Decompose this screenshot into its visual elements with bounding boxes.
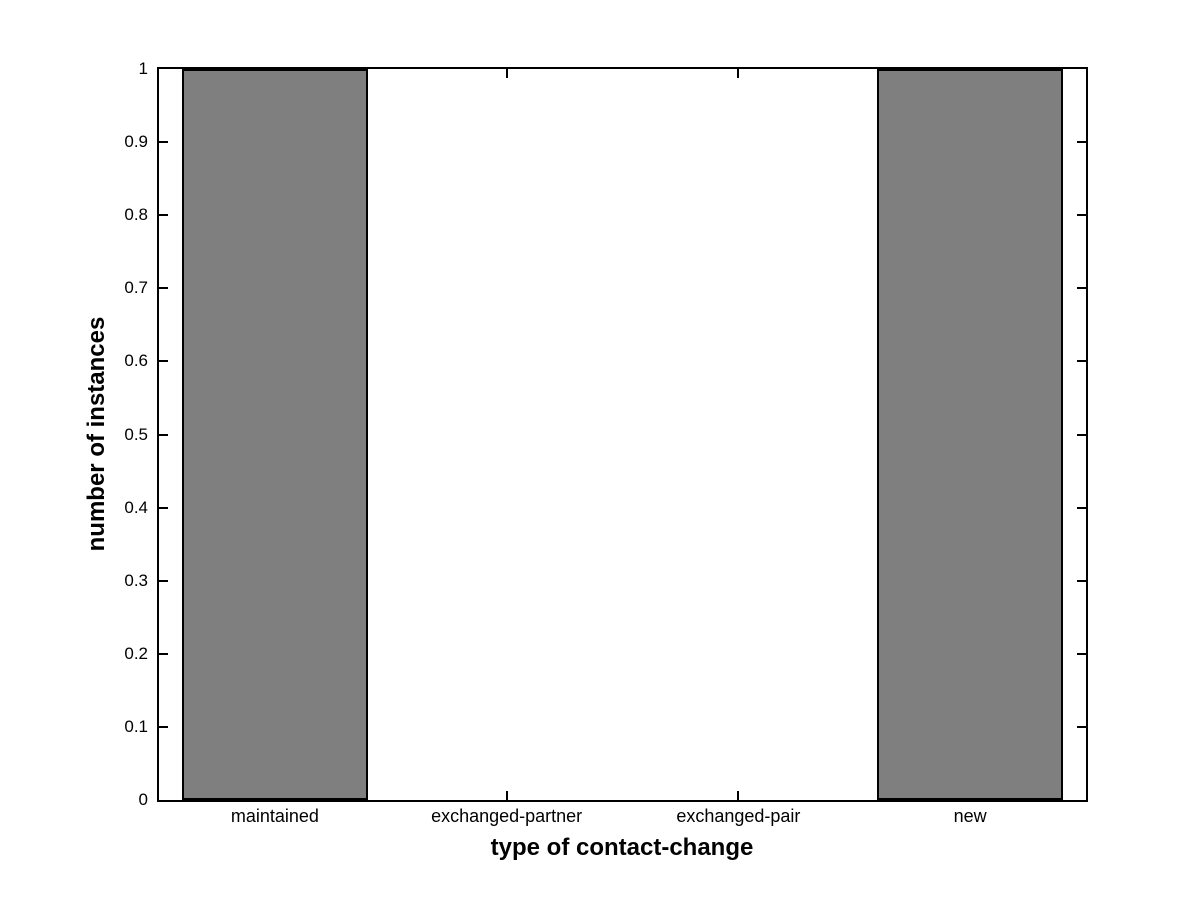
x-axis-title: type of contact-change bbox=[490, 834, 754, 861]
x-tick-top bbox=[505, 69, 508, 78]
bar-new bbox=[877, 69, 1063, 800]
y-tick-label-0.3: 0.3 bbox=[124, 570, 148, 590]
y-tick-label-0.1: 0.1 bbox=[124, 716, 148, 736]
x-tick-label-exchanged-pair: exchanged-pair bbox=[676, 806, 801, 826]
y-tick-label-0.7: 0.7 bbox=[124, 278, 148, 298]
y-tick-left bbox=[159, 725, 168, 728]
x-tick-bottom bbox=[505, 791, 508, 800]
y-tick-label-0.5: 0.5 bbox=[124, 424, 148, 444]
bar-maintained bbox=[182, 69, 368, 800]
y-tick-right bbox=[1077, 506, 1086, 509]
y-tick-left bbox=[159, 141, 168, 144]
y-tick-right bbox=[1077, 433, 1086, 436]
y-tick-right bbox=[1077, 141, 1086, 144]
y-tick-right bbox=[1077, 360, 1086, 363]
y-tick-left bbox=[159, 360, 168, 363]
y-tick-label-0: 0 bbox=[138, 790, 148, 809]
x-tick-bottom bbox=[737, 791, 740, 800]
y-tick-left bbox=[159, 433, 168, 436]
x-tick-top bbox=[737, 69, 740, 78]
y-tick-left bbox=[159, 214, 168, 217]
x-tick-label-maintained: maintained bbox=[230, 806, 319, 826]
x-tick-label-new: new bbox=[953, 806, 987, 826]
y-tick-left bbox=[159, 579, 168, 582]
y-tick-right bbox=[1077, 287, 1086, 290]
y-tick-right bbox=[1077, 652, 1086, 655]
y-tick-left bbox=[159, 287, 168, 290]
y-tick-right bbox=[1077, 725, 1086, 728]
y-tick-label-0.8: 0.8 bbox=[124, 205, 148, 225]
y-tick-label-0.2: 0.2 bbox=[124, 643, 148, 663]
y-tick-left bbox=[159, 652, 168, 655]
plot-area bbox=[157, 67, 1088, 802]
y-tick-label-0.6: 0.6 bbox=[124, 351, 148, 371]
y-tick-label-0.9: 0.9 bbox=[124, 132, 148, 152]
y-tick-label-1: 1 bbox=[138, 59, 148, 78]
x-tick-label-exchanged-partner: exchanged-partner bbox=[431, 806, 583, 826]
y-tick-left bbox=[159, 506, 168, 509]
y-tick-right bbox=[1077, 579, 1086, 582]
y-tick-label-0.4: 0.4 bbox=[124, 497, 148, 517]
y-tick-right bbox=[1077, 214, 1086, 217]
